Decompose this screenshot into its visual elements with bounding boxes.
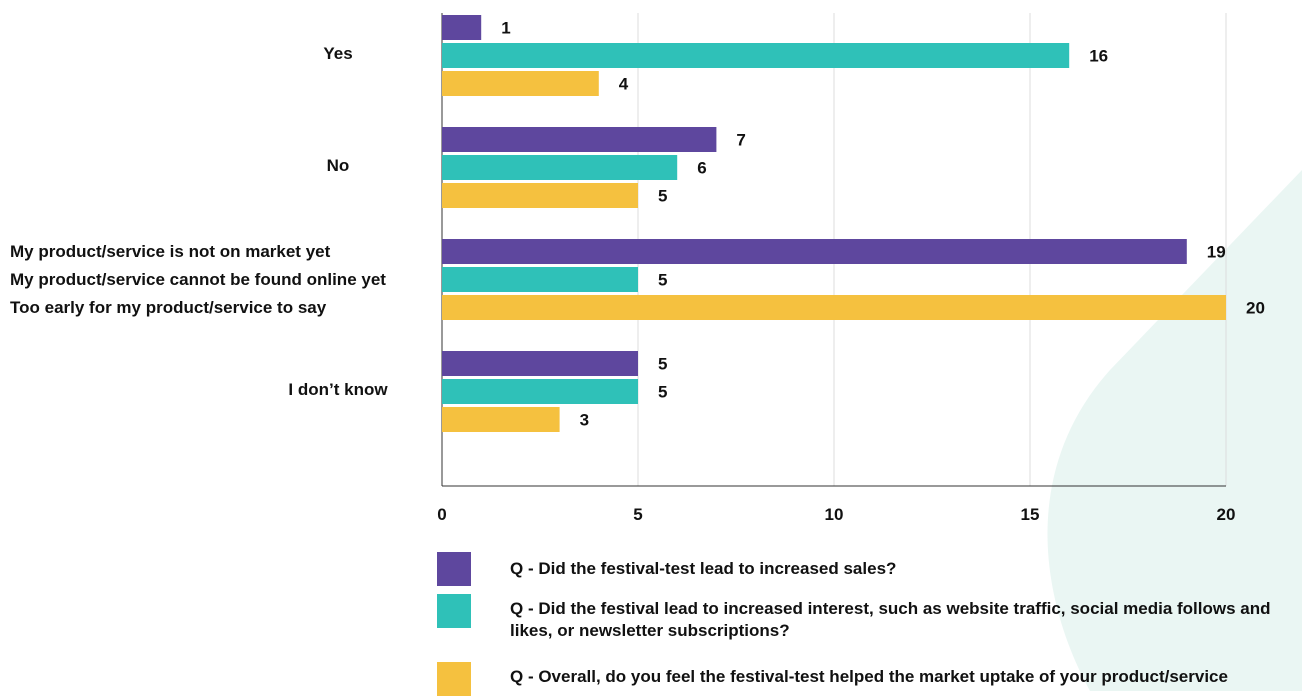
bar xyxy=(442,379,638,404)
data-label: 5 xyxy=(658,383,667,402)
data-label: 4 xyxy=(619,75,629,94)
x-tick-label: 10 xyxy=(825,505,844,524)
category-label: No xyxy=(327,156,350,175)
category-label: My product/service is not on market yet xyxy=(10,242,331,261)
bar-chart: 0 5 10 15 20 1 7 19 5 16 6 5 5 4 5 20 3 Yes No My product/s… xyxy=(0,0,1302,540)
legend-swatch-interest xyxy=(437,594,471,628)
legend-label-sales: Q - Did the festival-test lead to increa… xyxy=(510,558,1300,580)
bar xyxy=(442,295,1226,320)
data-label: 7 xyxy=(736,131,745,150)
bar xyxy=(442,267,638,292)
category-label: Yes xyxy=(323,44,352,63)
data-label: 3 xyxy=(580,411,589,430)
data-label: 5 xyxy=(658,187,667,206)
bar xyxy=(442,183,638,208)
legend-label-interest: Q - Did the festival lead to increased i… xyxy=(510,598,1300,642)
bar xyxy=(442,351,638,376)
data-label: 16 xyxy=(1089,47,1108,66)
bar xyxy=(442,15,481,40)
x-tick-label: 0 xyxy=(437,505,446,524)
category-label: Too early for my product/service to say xyxy=(10,298,327,317)
data-label: 5 xyxy=(658,355,667,374)
bar xyxy=(442,127,716,152)
legend-label-market-uptake: Q - Overall, do you feel the festival-te… xyxy=(510,666,1300,688)
data-label: 19 xyxy=(1207,243,1226,262)
category-label: My product/service cannot be found onlin… xyxy=(10,270,386,289)
bar xyxy=(442,155,677,180)
data-label: 6 xyxy=(697,159,706,178)
data-label: 20 xyxy=(1246,299,1265,318)
category-label: I don’t know xyxy=(288,380,388,399)
x-tick-label: 20 xyxy=(1217,505,1236,524)
legend-swatch-sales xyxy=(437,552,471,586)
bar xyxy=(442,407,560,432)
bar xyxy=(442,71,599,96)
data-label: 1 xyxy=(501,19,510,38)
bar xyxy=(442,239,1187,264)
bar xyxy=(442,43,1069,68)
x-tick-label: 5 xyxy=(633,505,642,524)
data-label: 5 xyxy=(658,271,667,290)
x-tick-label: 15 xyxy=(1021,505,1040,524)
